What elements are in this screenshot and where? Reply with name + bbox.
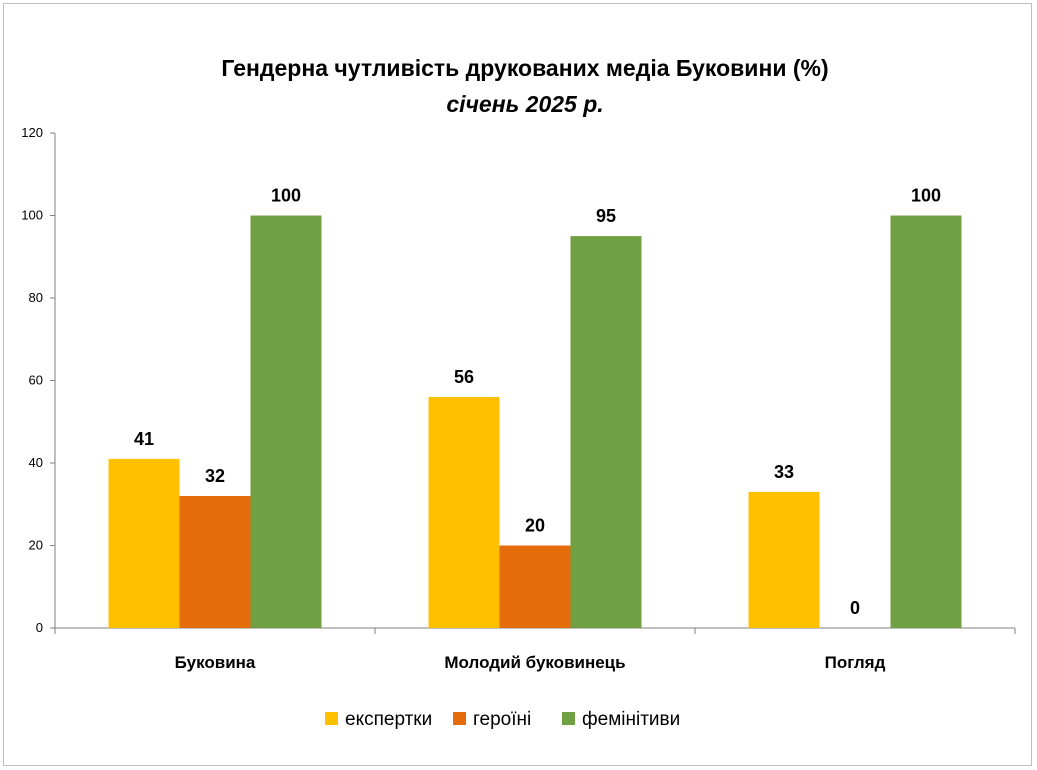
y-tick-label: 100: [21, 208, 43, 223]
data-label: 100: [911, 186, 941, 206]
legend-label: експертки: [345, 709, 432, 730]
y-tick-label: 20: [29, 538, 43, 553]
legend-label: фемінітиви: [582, 709, 680, 730]
bar: [890, 215, 962, 628]
data-label: 32: [205, 466, 225, 486]
y-tick-label: 0: [36, 620, 43, 635]
data-label: 20: [525, 516, 545, 536]
legend: експертки героїні фемінітиви: [325, 709, 680, 730]
legend-label: героїні: [473, 709, 531, 730]
legend-swatch: [325, 712, 338, 725]
data-label: 56: [454, 367, 474, 387]
data-label: 95: [596, 206, 616, 226]
data-label: 33: [774, 462, 794, 482]
x-tick-label: Погляд: [825, 653, 886, 672]
bar: [108, 458, 180, 628]
data-label: 41: [134, 429, 154, 449]
y-tick-label: 80: [29, 290, 43, 305]
legend-swatch: [562, 712, 575, 725]
y-tick-label: 40: [29, 455, 43, 470]
bar: [748, 491, 820, 628]
legend-swatch: [453, 712, 466, 725]
bar: [428, 397, 500, 628]
data-labels: 41 32 100 56 20 95 33 0 100: [134, 186, 941, 619]
data-label: 100: [271, 186, 301, 206]
bar: [570, 236, 642, 628]
x-tick-label: Буковина: [175, 653, 256, 672]
chart-frame: [3, 3, 1032, 766]
bars: [108, 215, 962, 628]
x-tick-label: Молодий буковинець: [444, 653, 625, 672]
chart-title: Гендерна чутливість друкованих медіа Бук…: [221, 55, 828, 81]
bar: [250, 215, 322, 628]
data-label: 0: [850, 598, 860, 618]
chart-subtitle: січень 2025 р.: [446, 91, 603, 117]
y-tick-label: 120: [21, 125, 43, 140]
bar: [179, 496, 251, 628]
bar: [499, 545, 571, 628]
y-tick-label: 60: [29, 373, 43, 388]
